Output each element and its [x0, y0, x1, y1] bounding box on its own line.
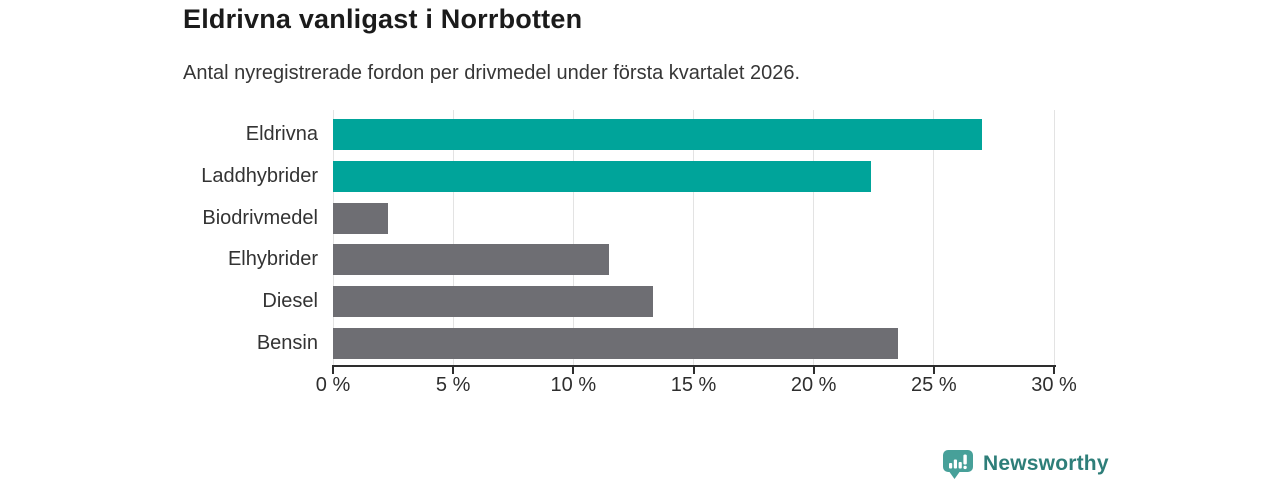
x-axis-tick: [332, 367, 334, 374]
x-axis-tick-label: 20 %: [790, 374, 837, 396]
gridline: [933, 110, 935, 366]
bar: [333, 328, 898, 359]
category-label: Elhybrider: [227, 248, 318, 270]
gridline: [1053, 110, 1055, 366]
newsworthy-logo-text: Newsworthy: [983, 452, 1109, 475]
x-axis-tick: [1053, 367, 1055, 374]
bar-chart-exclamation-bubble-icon: [943, 449, 973, 479]
x-axis-tick-label: 0 %: [315, 374, 351, 396]
category-label: Bensin: [256, 332, 318, 354]
x-axis-tick-label: 30 %: [1031, 374, 1077, 396]
chart-title: Eldrivna vanligast i Norrbotten: [183, 4, 583, 34]
newsworthy-logo[interactable]: Newsworthy: [941, 448, 1109, 480]
chart-subtitle: Antal nyregistrerade fordon per drivmede…: [183, 62, 801, 84]
x-axis-tick: [932, 367, 935, 374]
bar: [333, 286, 653, 317]
x-axis-tick: [572, 367, 575, 374]
x-axis-tick: [452, 367, 455, 374]
x-axis-tick-label: 15 %: [670, 374, 717, 396]
bar: [333, 244, 610, 275]
category-label: Eldrivna: [245, 123, 318, 145]
gridline: [332, 110, 334, 366]
x-axis-tick: [692, 367, 695, 374]
x-axis-tick: [812, 367, 815, 374]
bar: [333, 119, 982, 150]
x-axis-tick-label: 25 %: [911, 374, 957, 396]
category-label: Diesel: [262, 290, 318, 312]
category-label: Biodrivmedel: [202, 207, 318, 229]
bar: [333, 161, 872, 192]
gridline: [693, 110, 694, 366]
gridline: [572, 110, 574, 366]
x-axis-line: [332, 365, 1056, 367]
gridline: [813, 110, 815, 366]
bar: [333, 203, 389, 234]
x-axis-tick-label: 5 %: [435, 374, 471, 396]
x-axis-tick-label: 10 %: [550, 374, 597, 396]
gridline: [452, 110, 454, 366]
category-label: Laddhybrider: [201, 165, 318, 187]
